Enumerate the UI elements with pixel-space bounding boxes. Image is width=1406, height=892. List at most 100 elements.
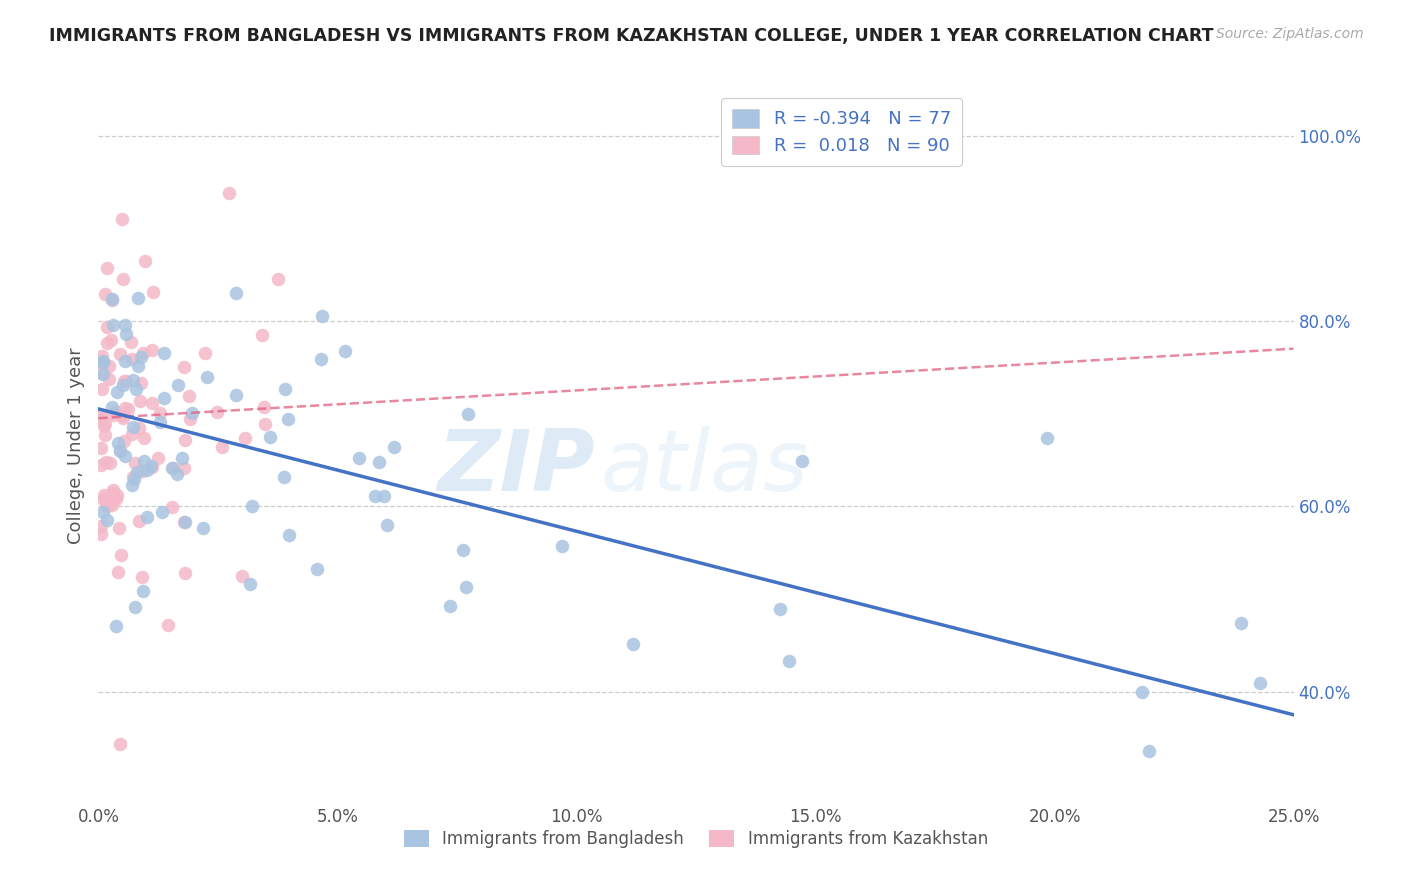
Point (117, 401, 139, 416)
Point (90, 519, 112, 533)
Point (121, 470, 143, 484)
Text: Source: ZipAtlas.com: Source: ZipAtlas.com (1216, 27, 1364, 41)
Point (173, 461, 195, 475)
Point (132, 584, 155, 599)
Point (231, 569, 253, 583)
Point (160, 461, 183, 475)
Point (96, 261, 118, 276)
Point (141, 343, 163, 357)
Point (131, 464, 153, 478)
Point (134, 431, 156, 445)
Point (195, 370, 218, 384)
Point (94, 455, 117, 469)
Point (194, 345, 217, 359)
Point (177, 389, 200, 403)
Point (162, 460, 184, 475)
Point (128, 421, 150, 435)
Point (101, 483, 124, 497)
Point (120, 334, 142, 349)
Point (174, 433, 197, 447)
Point (1035, 431, 1057, 445)
Point (122, 420, 145, 434)
Point (91, 382, 114, 396)
Point (115, 326, 138, 341)
Point (114, 401, 136, 416)
Text: ZIP: ZIP (437, 425, 595, 509)
Point (90, 408, 112, 422)
Point (91, 355, 114, 369)
Point (115, 374, 138, 388)
Point (225, 286, 247, 301)
Point (173, 360, 195, 375)
Point (333, 344, 356, 359)
Point (121, 427, 143, 442)
Point (769, 601, 792, 615)
Point (205, 405, 228, 419)
Point (91, 505, 114, 519)
Point (108, 521, 131, 535)
Point (90, 412, 112, 426)
Point (141, 396, 163, 410)
Point (277, 412, 299, 426)
Point (277, 528, 299, 542)
Point (124, 599, 146, 614)
Point (259, 430, 281, 444)
Y-axis label: College, Under 1 year: College, Under 1 year (66, 348, 84, 544)
Point (179, 411, 201, 425)
Text: atlas: atlas (600, 425, 808, 509)
Point (364, 489, 387, 503)
Point (153, 346, 176, 360)
Point (124, 456, 146, 470)
Point (267, 272, 290, 286)
Point (93, 488, 115, 502)
Point (180, 406, 202, 420)
Point (307, 562, 329, 576)
Point (173, 516, 195, 530)
Point (551, 539, 574, 553)
Point (127, 465, 149, 479)
Point (233, 431, 256, 445)
Point (274, 382, 297, 396)
Point (1137, 744, 1160, 758)
Point (218, 186, 240, 200)
Point (101, 486, 124, 500)
Point (457, 407, 479, 421)
Point (105, 488, 128, 502)
Point (91, 353, 114, 368)
Point (373, 489, 395, 503)
Point (134, 253, 156, 268)
Point (160, 500, 183, 515)
Legend: Immigrants from Bangladesh, Immigrants from Kazakhstan: Immigrants from Bangladesh, Immigrants f… (398, 823, 994, 855)
Point (253, 400, 276, 414)
Point (121, 352, 143, 367)
Point (90, 441, 112, 455)
Point (112, 410, 135, 425)
Point (1249, 675, 1271, 690)
Point (100, 401, 122, 415)
Point (108, 347, 131, 361)
Point (93, 418, 115, 433)
Point (149, 415, 172, 429)
Point (131, 570, 153, 584)
Point (252, 327, 274, 342)
Point (114, 353, 136, 368)
Point (454, 580, 477, 594)
Point (139, 458, 162, 473)
Point (157, 617, 180, 632)
Point (107, 566, 129, 580)
Point (142, 285, 165, 300)
Point (124, 382, 146, 396)
Point (90, 366, 112, 380)
Point (174, 515, 197, 529)
Point (347, 451, 370, 466)
Point (101, 293, 124, 307)
Point (129, 350, 152, 364)
Point (375, 517, 398, 532)
Point (100, 293, 122, 307)
Point (111, 271, 134, 285)
Point (368, 455, 391, 469)
Point (93, 356, 115, 370)
Point (382, 440, 405, 454)
Point (114, 450, 136, 464)
Point (122, 472, 145, 486)
